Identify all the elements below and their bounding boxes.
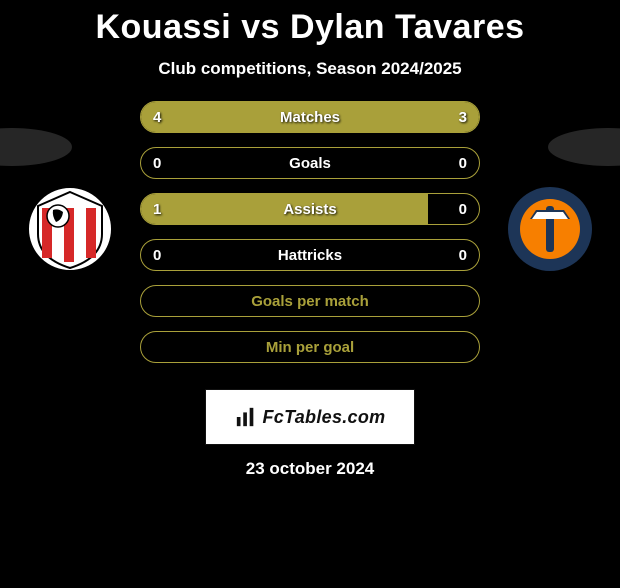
bar-chart-icon bbox=[235, 406, 257, 428]
stat-label: Goals bbox=[141, 155, 479, 172]
stat-row-assists: 1 Assists 0 bbox=[140, 193, 480, 225]
stat-left-value: 4 bbox=[141, 109, 173, 126]
stats-container: 4 Matches 3 0 Goals 0 1 Assists 0 0 Hatt… bbox=[140, 101, 480, 363]
stat-label: Hattricks bbox=[141, 247, 479, 264]
plain-row-label: Goals per match bbox=[251, 293, 369, 310]
footer-badge-text: FcTables.com bbox=[263, 407, 386, 428]
stat-row-hattricks: 0 Hattricks 0 bbox=[140, 239, 480, 271]
team-crest-left bbox=[20, 186, 120, 272]
stat-bar-left bbox=[141, 194, 428, 224]
stat-right-value: 0 bbox=[447, 247, 479, 264]
footer-date: 23 october 2024 bbox=[0, 459, 620, 479]
decorative-ellipse-right bbox=[548, 128, 620, 166]
stat-left-value: 0 bbox=[141, 155, 173, 172]
decorative-ellipse-left bbox=[0, 128, 72, 166]
stat-row-goals: 0 Goals 0 bbox=[140, 147, 480, 179]
stat-right-value: 0 bbox=[447, 201, 479, 218]
stat-left-value: 1 bbox=[141, 201, 173, 218]
stat-left-value: 0 bbox=[141, 247, 173, 264]
stat-right-value: 3 bbox=[447, 109, 479, 126]
plain-row-goals-per-match: Goals per match bbox=[140, 285, 480, 317]
stat-right-value: 0 bbox=[447, 155, 479, 172]
page-title: Kouassi vs Dylan Tavares bbox=[0, 8, 620, 47]
subtitle: Club competitions, Season 2024/2025 bbox=[0, 59, 620, 79]
footer-badge[interactable]: FcTables.com bbox=[205, 389, 415, 445]
stat-row-matches: 4 Matches 3 bbox=[140, 101, 480, 133]
plain-row-label: Min per goal bbox=[266, 339, 354, 356]
plain-row-min-per-goal: Min per goal bbox=[140, 331, 480, 363]
team-crest-right bbox=[500, 186, 600, 272]
